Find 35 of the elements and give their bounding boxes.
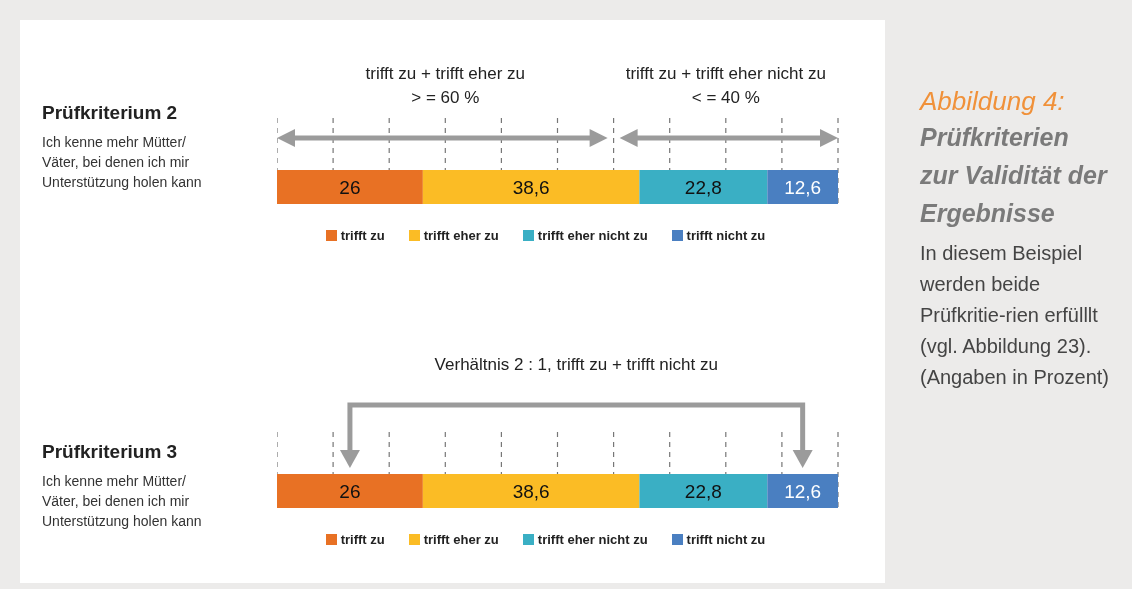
legend-label: trifft nicht zu	[686, 532, 766, 547]
text: trifft zu + trifft eher nicht zu < = 40 %	[624, 63, 827, 109]
data-label: 12,6	[784, 176, 822, 198]
bar	[422, 170, 640, 204]
text: Ich kenne mehr Mütter/ Väter, bei denen ich mir Unterstützung holen kann	[42, 472, 203, 531]
text: (Angaben in Prozent)	[920, 365, 1110, 390]
data-label: 22,8	[684, 480, 722, 502]
legend-label: trifft eher nicht zu	[537, 532, 648, 547]
data-label: 38,6	[512, 176, 550, 198]
legend-label: trifft eher nicht zu	[537, 228, 648, 243]
text: Prüfkriterium 2	[42, 102, 178, 124]
text: Prüfkriterien zur Validität der Ergebnisse	[920, 122, 1109, 229]
data-label: 38,6	[512, 480, 550, 502]
text: Ich kenne mehr Mütter/ Väter, bei denen ich mir Unterstützung holen kann	[42, 133, 203, 192]
data-label: 22,8	[684, 176, 722, 198]
legend-label: trifft zu	[340, 532, 385, 547]
bar	[639, 474, 768, 508]
data-label: 26	[339, 176, 361, 198]
text: Abbildung 4:	[920, 85, 1066, 118]
text: In diesem Beispiel werden beide Prüfkritie-rien erfülllt (vgl. Abbildung 23).	[920, 241, 1099, 359]
bar	[639, 170, 768, 204]
text: trifft zu + trifft eher zu > = 60 %	[364, 63, 527, 109]
bar	[277, 170, 423, 204]
data-label: 26	[339, 480, 361, 502]
bar	[422, 474, 640, 508]
bar	[767, 474, 838, 508]
legend-label: trifft nicht zu	[686, 228, 766, 243]
bar	[277, 474, 423, 508]
legend-label: trifft zu	[340, 228, 385, 243]
legend-label: trifft eher zu	[423, 532, 499, 547]
data-label: 12,6	[784, 480, 822, 502]
bar	[767, 170, 838, 204]
legend-label: trifft eher zu	[423, 228, 499, 243]
text: Prüfkriterium 3	[42, 441, 178, 463]
text: Verhältnis 2 : 1, trifft zu + trifft nicht zu	[433, 355, 719, 375]
